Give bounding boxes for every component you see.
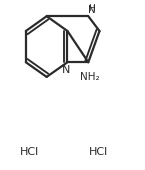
Text: N: N (62, 65, 70, 75)
Text: HCl: HCl (20, 147, 39, 157)
Text: N: N (88, 5, 96, 15)
Text: NH₂: NH₂ (80, 72, 100, 81)
Text: HCl: HCl (89, 147, 108, 157)
Text: H: H (88, 4, 95, 13)
